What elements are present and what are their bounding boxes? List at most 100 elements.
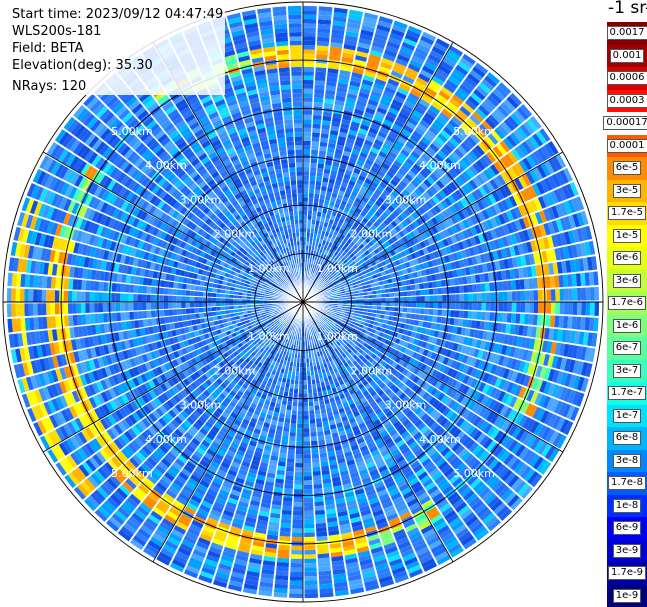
range-gate (311, 215, 317, 221)
range-gate (369, 49, 383, 58)
range-gate (390, 178, 399, 187)
range-gate (320, 279, 325, 284)
range-gate (452, 68, 466, 80)
range-gate (296, 432, 303, 437)
range-gate (423, 132, 434, 143)
range-gate (366, 174, 375, 181)
range-gate (594, 302, 600, 316)
range-gate (348, 84, 360, 92)
range-gate (398, 49, 412, 59)
range-gate (283, 497, 293, 502)
range-gate (416, 123, 428, 133)
range-gate (367, 99, 379, 107)
range-gate (303, 236, 307, 242)
range-gate (322, 177, 329, 183)
range-gate (304, 510, 315, 516)
range-gate (410, 150, 421, 160)
range-gate (334, 202, 340, 209)
range-gate (405, 67, 419, 77)
range-gate (326, 266, 331, 272)
range-gate (312, 268, 316, 274)
range-gate (303, 10, 317, 15)
range-gate (326, 272, 331, 278)
range-gate (328, 263, 333, 268)
range-gate (326, 246, 331, 252)
range-gate (356, 46, 370, 54)
range-gate (486, 71, 500, 85)
range-gate (433, 302, 438, 309)
range-gate (340, 256, 346, 262)
range-gate (316, 256, 320, 262)
range-gate (469, 69, 483, 82)
range-gate (305, 245, 309, 250)
range-gate (284, 488, 294, 494)
range-gate (528, 313, 534, 325)
range-gate (309, 167, 317, 172)
range-gate (290, 423, 297, 429)
range-gate (327, 242, 333, 248)
range-gate (332, 188, 339, 195)
range-gate (407, 25, 422, 35)
range-gate (477, 292, 482, 302)
range-gate (314, 505, 325, 511)
range-gate (413, 80, 426, 91)
range-gate (333, 152, 342, 159)
range-gate (390, 28, 405, 38)
range-gate (358, 237, 365, 244)
range-gate (413, 147, 423, 156)
range-gate (532, 314, 538, 326)
range-gate (435, 68, 449, 79)
range-gate (316, 275, 320, 280)
range-gate (304, 571, 318, 577)
range-gate (355, 136, 365, 144)
range-gate (314, 285, 319, 290)
range-gate (537, 302, 543, 314)
range-gate (319, 272, 324, 278)
range-gate (403, 100, 416, 110)
range-gate (478, 82, 492, 94)
range-gate (309, 272, 313, 278)
range-gate (304, 502, 314, 507)
range-gate (317, 229, 322, 235)
range-gate (311, 453, 320, 459)
range-gate (427, 281, 433, 289)
range-gate (356, 159, 365, 167)
range-gate (290, 558, 303, 564)
range-gate (303, 406, 309, 411)
range-gate (316, 527, 328, 533)
range-gate (303, 32, 316, 37)
range-gate (354, 197, 362, 204)
range-gate (533, 289, 539, 301)
range-gate (437, 294, 443, 302)
range-gate (448, 119, 460, 130)
range-gate (328, 50, 342, 57)
range-gate (404, 33, 419, 43)
range-gate (321, 212, 327, 218)
range-gate (324, 217, 330, 224)
range-gate (289, 436, 296, 442)
range-gate (346, 22, 361, 30)
range-gate (318, 10, 332, 16)
range-gate (511, 302, 517, 313)
range-gate (395, 58, 408, 67)
range-gate (316, 172, 323, 178)
range-gate (317, 28, 331, 34)
range-gate (363, 139, 373, 147)
range-gate (335, 212, 342, 219)
range-gate (312, 462, 321, 468)
range-gate (312, 273, 316, 279)
range-gate (441, 108, 453, 119)
range-gate (331, 192, 338, 199)
range-gate (347, 198, 354, 205)
range-gate (480, 282, 486, 292)
range-gate (303, 88, 314, 94)
range-gate (459, 105, 471, 117)
range-gate (387, 36, 402, 46)
range-gate (388, 107, 399, 116)
range-gate (568, 287, 573, 301)
range-gate (442, 56, 456, 68)
range-gate (428, 308, 434, 315)
range-gate (343, 39, 357, 47)
range-gate (421, 65, 435, 75)
range-gate (312, 457, 320, 463)
